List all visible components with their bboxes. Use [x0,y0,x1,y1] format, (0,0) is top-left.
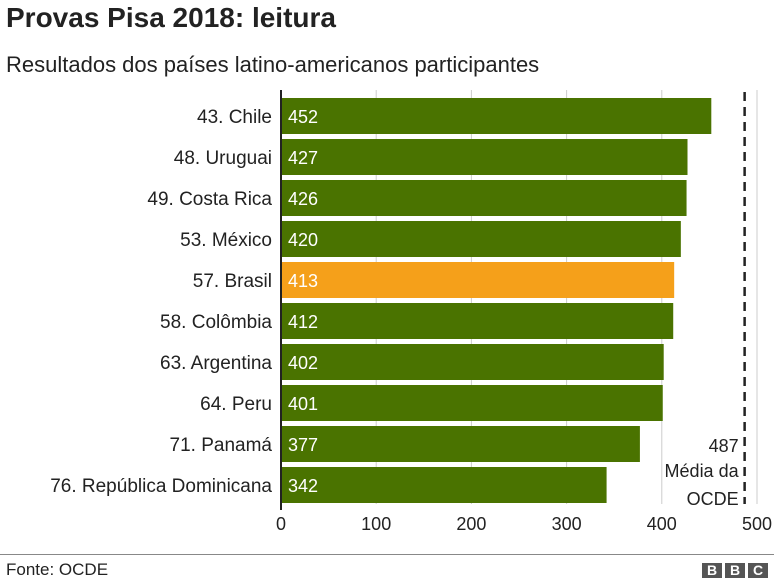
bar [281,98,712,134]
x-tick-label: 100 [361,514,391,534]
bbc-logo-letter: C [748,563,768,578]
category-label: 71. Panamá [170,435,273,456]
bar [281,385,663,421]
bar-value-label: 420 [288,230,318,250]
category-label: 63. Argentina [160,353,272,374]
footer-divider [0,554,774,555]
bbc-logo: B B C [702,563,768,578]
category-label: 53. México [180,230,272,251]
bar-value-label: 401 [288,394,318,414]
chart-subtitle: Resultados dos países latino-americanos … [6,52,540,77]
category-label: 57. Brasil [193,271,272,292]
category-label: 43. Chile [197,107,272,128]
bbc-logo-letter: B [702,563,722,578]
bar [281,262,675,298]
category-label: 48. Uruguai [174,148,272,169]
x-tick-label: 200 [456,514,486,534]
bar-value-label: 412 [288,312,318,332]
x-tick-label: 300 [552,514,582,534]
bar-value-label: 452 [288,107,318,127]
category-label: 58. Colômbia [160,312,272,333]
bar-value-label: 413 [288,271,318,291]
source-note: Fonte: OCDE [6,560,109,579]
x-tick-label: 0 [276,514,286,534]
bar [281,180,687,216]
bar [281,426,640,462]
bar [281,467,607,503]
x-tick-label: 500 [742,514,772,534]
reference-label: Média da [665,461,740,481]
category-label: 76. República Dominicana [50,476,272,497]
reference-label: OCDE [687,489,739,509]
x-tick-label: 400 [647,514,677,534]
category-label: 64. Peru [200,394,272,415]
bar-value-label: 377 [288,435,318,455]
category-label: 49. Costa Rica [147,189,272,210]
bar-value-label: 342 [288,476,318,496]
bbc-logo-letter: B [725,563,745,578]
bar [281,344,664,380]
bar [281,139,688,175]
bar-value-label: 426 [288,189,318,209]
bar-value-label: 427 [288,148,318,168]
bar [281,303,674,339]
chart-title: Provas Pisa 2018: leitura [6,2,336,33]
reference-value-label: 487 [709,436,739,456]
bar-value-label: 402 [288,353,318,373]
bar [281,221,681,257]
